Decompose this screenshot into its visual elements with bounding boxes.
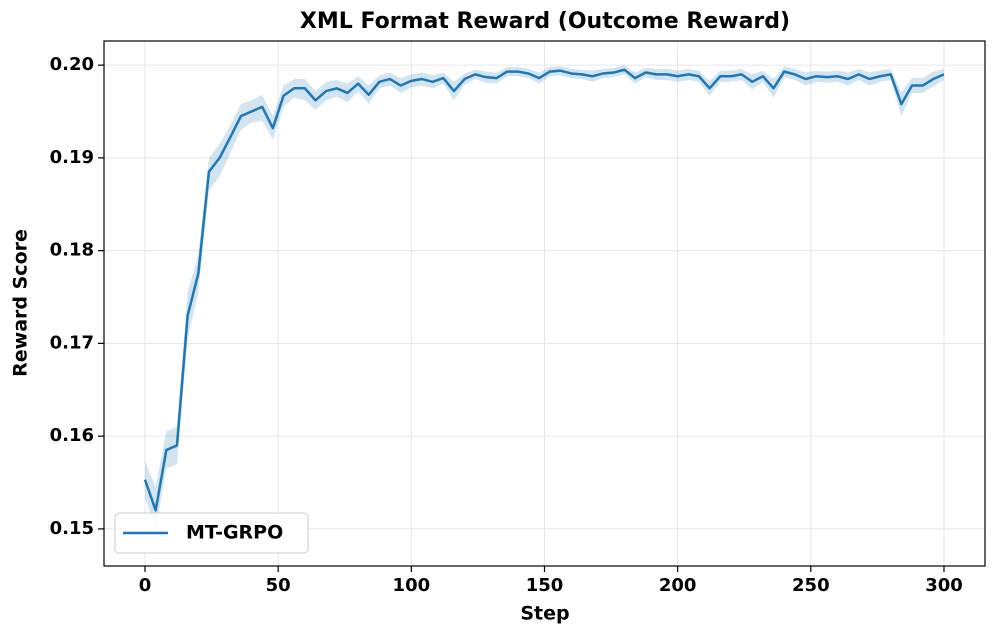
- y-axis-label: Reward Score: [10, 229, 32, 377]
- chart-title: XML Format Reward (Outcome Reward): [300, 9, 790, 34]
- x-axis-label: Step: [520, 603, 569, 625]
- y-tick-label: 0.17: [50, 332, 94, 353]
- y-tick-label: 0.15: [50, 518, 94, 539]
- y-tick-label: 0.20: [50, 54, 94, 75]
- y-tick-label: 0.16: [50, 425, 94, 446]
- x-tick-label: 250: [792, 575, 830, 596]
- y-tick-label: 0.18: [50, 240, 94, 261]
- x-tick-label: 300: [925, 575, 963, 596]
- x-tick-label: 150: [526, 575, 564, 596]
- legend-box: [114, 512, 309, 554]
- x-tick-label: 50: [266, 575, 291, 596]
- plot-frame: [103, 40, 986, 567]
- x-tick-label: 200: [659, 575, 697, 596]
- legend-label: MT-GRPO: [186, 522, 283, 544]
- x-tick-label: 100: [393, 575, 431, 596]
- y-tick-label: 0.19: [50, 147, 94, 168]
- x-tick-label: 0: [139, 575, 152, 596]
- line: [143, 68, 945, 512]
